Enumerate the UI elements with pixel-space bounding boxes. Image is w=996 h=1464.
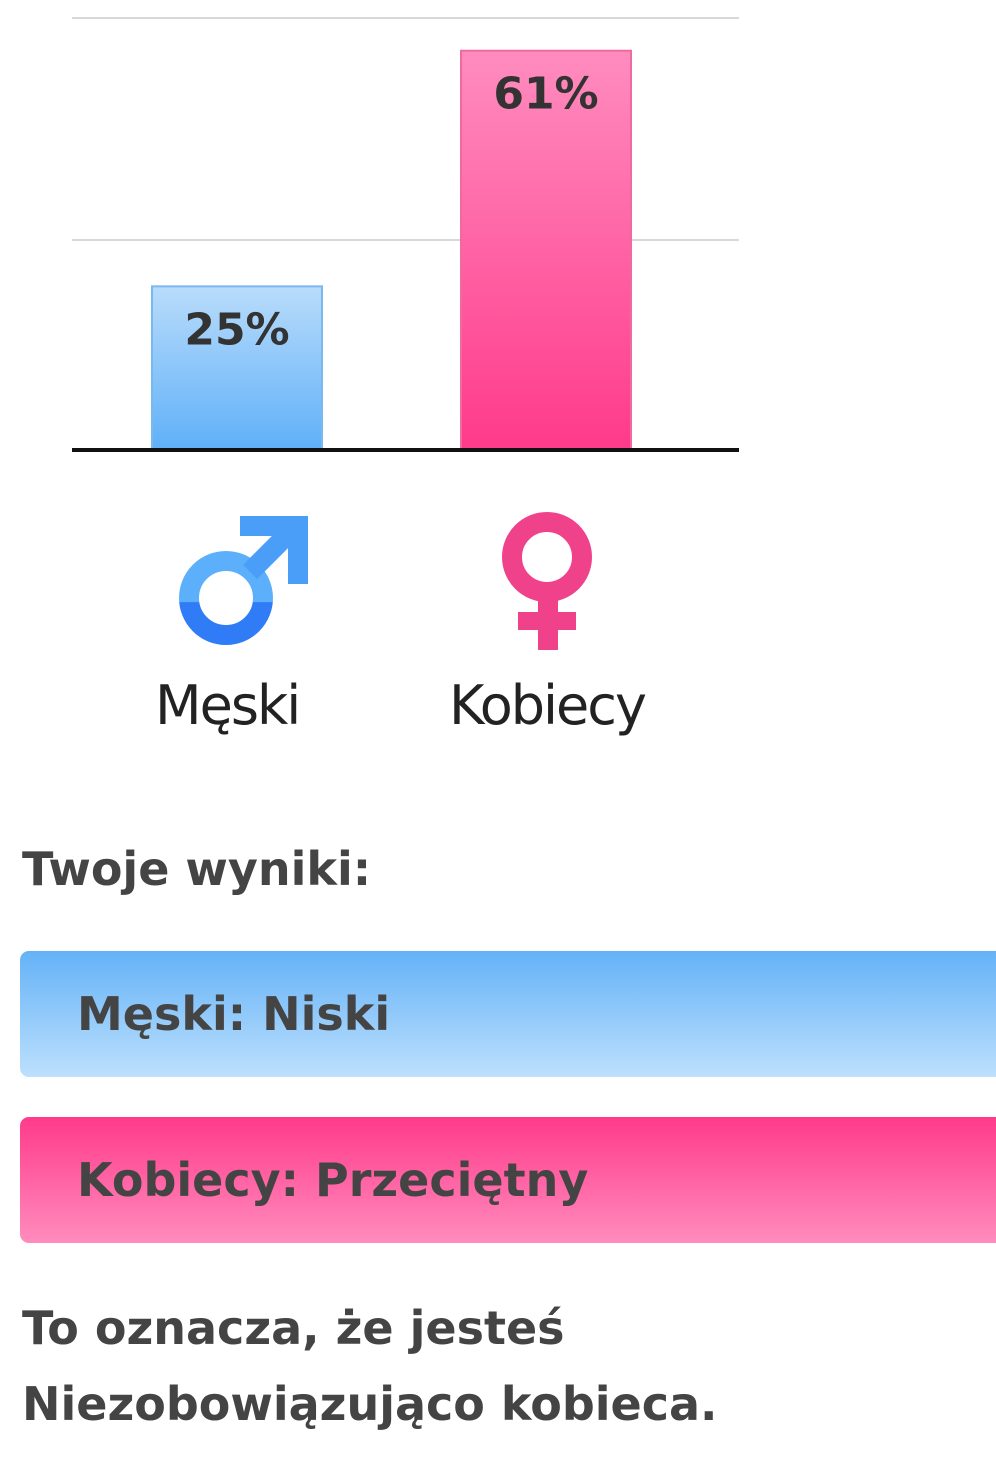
result-male: Męski: Niski bbox=[20, 951, 996, 1077]
female-symbol-icon bbox=[502, 512, 592, 650]
summary-line-2: Niezobowiązująco kobieca. bbox=[22, 1377, 718, 1431]
category-label-female: Kobiecy bbox=[449, 674, 647, 737]
result-male-label: Męski: Niski bbox=[77, 987, 391, 1041]
result-female: Kobiecy: Przeciętny bbox=[20, 1117, 996, 1243]
male-symbol-icon bbox=[179, 516, 308, 645]
data-label: 25% bbox=[184, 304, 289, 355]
summary-text: To oznacza, że jesteś Niezobowiązująco k… bbox=[22, 1290, 718, 1442]
bar-male bbox=[151, 285, 323, 452]
bar-chart: 25% 61% bbox=[72, 17, 739, 452]
result-female-label: Kobiecy: Przeciętny bbox=[77, 1153, 589, 1207]
results-heading: Twoje wyniki: bbox=[22, 842, 372, 896]
data-label: 61% bbox=[493, 69, 598, 120]
summary-line-1: To oznacza, że jesteś bbox=[22, 1301, 565, 1355]
bar-female bbox=[460, 49, 632, 452]
category-label-male: Męski bbox=[155, 674, 301, 737]
